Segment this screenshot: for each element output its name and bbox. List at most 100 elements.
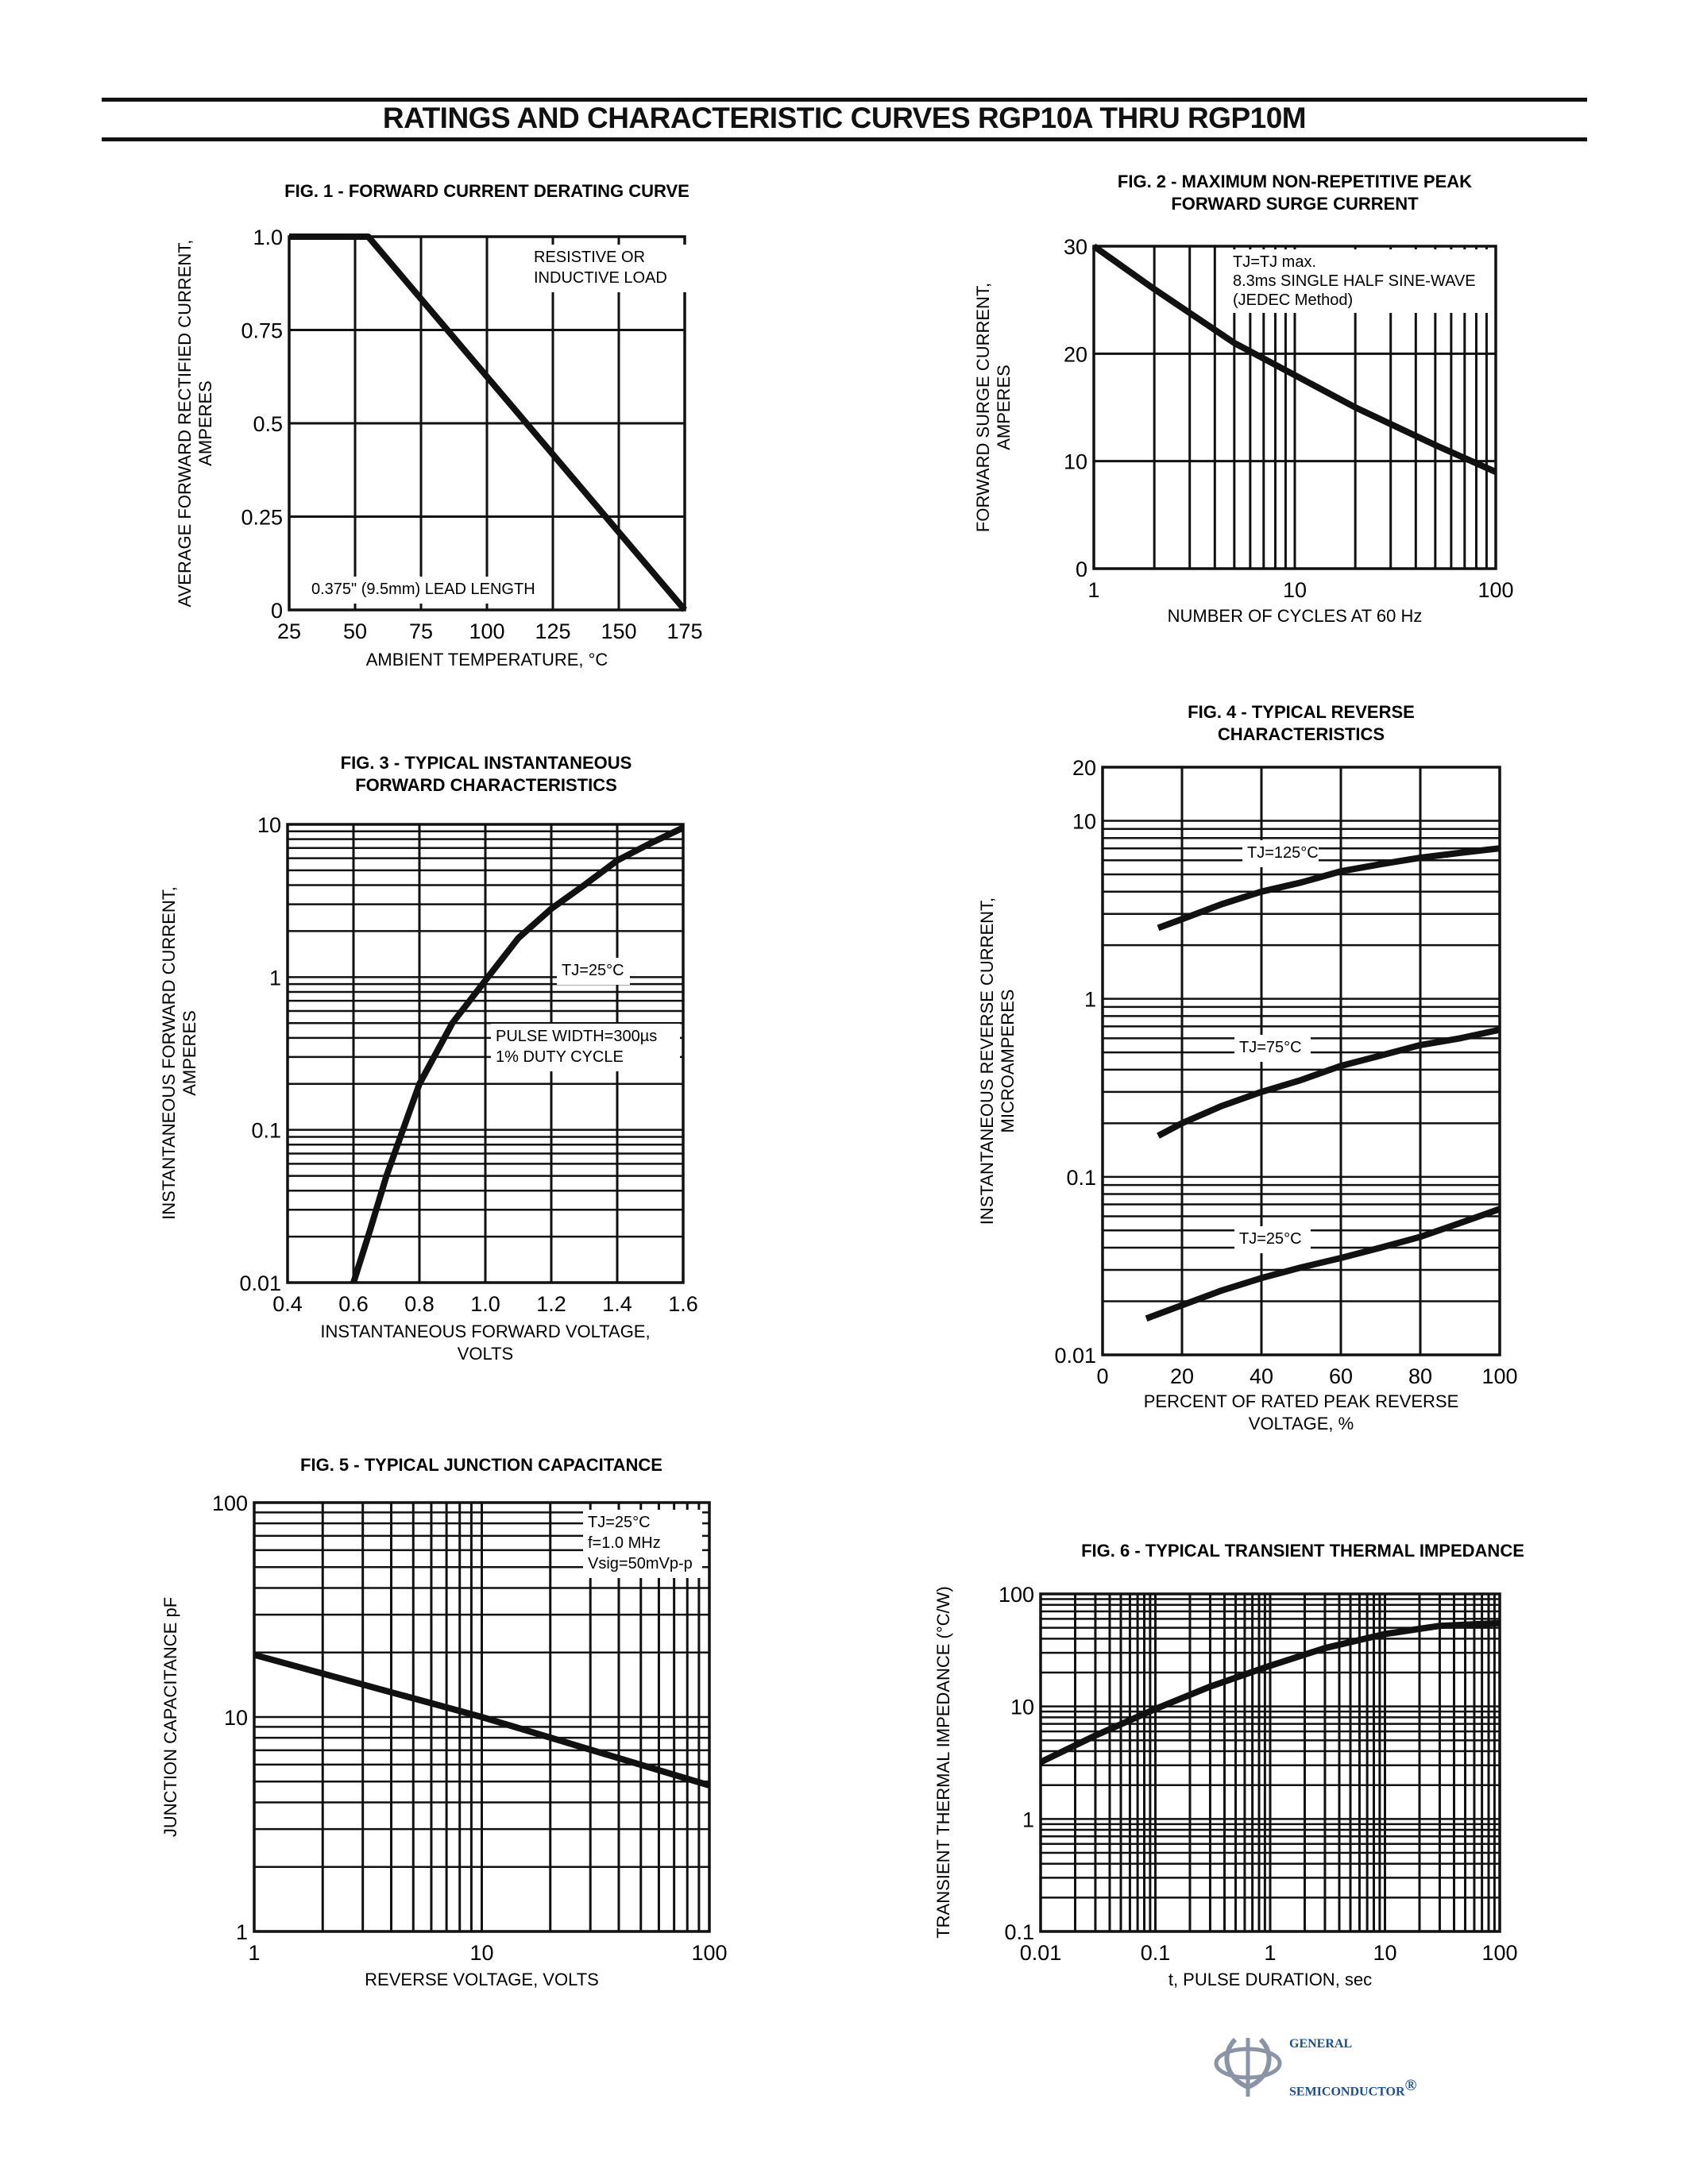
- top-rule-lower: [102, 137, 1587, 141]
- fig5-series-line: [253, 1651, 711, 1788]
- fig2-annotation: TJ=TJ max.8.3ms SINGLE HALF SINE-WAVE(JE…: [1228, 249, 1490, 313]
- registered-mark: ®: [1404, 2077, 1417, 2094]
- fig1-ytick-label: 0.75: [241, 319, 283, 343]
- fig6-frame: [1039, 1592, 1501, 1933]
- fig1-grid: [288, 235, 686, 612]
- fig4-xtick-label: 20: [1170, 1364, 1194, 1388]
- fig4-series-line-1: [1157, 1026, 1501, 1139]
- fig2-xtick-label: 1: [1087, 578, 1099, 602]
- fig4-ytick-label: 0.1: [1066, 1166, 1096, 1190]
- fig1-ytick-label: 0.25: [241, 506, 283, 530]
- fig6-series-line: [1039, 1619, 1501, 1765]
- fig1-ylabel: AVERAGE FORWARD RECTIFIED CURRENT,: [175, 240, 195, 608]
- fig1-ylabel: AMPERES: [195, 380, 215, 466]
- fig1-xtick-label: 75: [409, 619, 433, 643]
- fig4-curve-2-annotation-text: TJ=25°C: [1239, 1230, 1302, 1248]
- fig4-chart: 0 20 40 60 80 100 0.01 0.1 1 10 20 FIG. 4 - TYPICAL…: [977, 702, 1518, 1433]
- fig3-ytick-label: 10: [257, 813, 281, 837]
- fig5-annotation-text: f=1.0 MHz: [588, 1534, 661, 1552]
- fig5-annotation-bg: [583, 1510, 702, 1578]
- fig2-title: FORWARD SURGE CURRENT: [1171, 194, 1419, 214]
- fig2-xtick-label: 10: [1283, 578, 1307, 602]
- fig4-ytick-label: 1: [1084, 988, 1096, 1012]
- fig5-ylabel: JUNCTION CAPACITANCE pF: [160, 1597, 180, 1837]
- fig2-annotation-text: TJ=TJ max.: [1233, 253, 1316, 271]
- fig4-xtick-label: 100: [1481, 1364, 1517, 1388]
- fig3-frame: [286, 823, 685, 1284]
- fig3-tj-annotation-text: TJ=25°C: [562, 962, 624, 979]
- fig3-xlabel: INSTANTANEOUS FORWARD VOLTAGE,: [320, 1322, 650, 1341]
- fig3-pw-annotation-text: PULSE WIDTH=300µs: [496, 1028, 657, 1045]
- fig3-xtick-label: 0.8: [404, 1292, 435, 1316]
- fig1-series-line: [289, 233, 688, 612]
- fig6-xtick-label: 0.01: [1020, 1941, 1062, 1965]
- fig4-xtick-label: 0: [1096, 1364, 1108, 1388]
- logo-line-2-text: SEMICONDUCTOR: [1289, 2085, 1405, 2099]
- fig1-lead-annotation: 0.375" (9.5mm) LEAD LENGTH: [307, 577, 545, 604]
- fig2-ytick-label: 0: [1076, 558, 1087, 581]
- fig3-xtick-label: 0.6: [338, 1292, 369, 1316]
- fig4-xtick-label: 60: [1329, 1364, 1353, 1388]
- fig1-xtick-label: 50: [343, 619, 367, 643]
- fig1-chart: 25 50 75 100 125 150 175 0 0.25 0.5 0.75 1.0 FIG. 1 …: [175, 181, 703, 669]
- fig3-title: FIG. 3 - TYPICAL INSTANTANEOUS: [341, 753, 632, 773]
- fig1-load-annotation-bg: [529, 245, 688, 292]
- fig3-ytick-label: 0.01: [239, 1271, 281, 1295]
- fig1-xtick-label: 125: [535, 619, 570, 643]
- logo-icon: [1214, 2037, 1282, 2097]
- fig3-xlabel: VOLTS: [458, 1344, 514, 1364]
- page-title: RATINGS AND CHARACTERISTIC CURVES RGP10A…: [382, 102, 1307, 134]
- fig3-ytick-label: 0.1: [251, 1119, 281, 1143]
- fig5-xlabel: REVERSE VOLTAGE, VOLTS: [365, 1970, 599, 1989]
- fig4-curve-1-annotation-text: TJ=75°C: [1239, 1039, 1302, 1056]
- fig1-load-annotation-text: INDUCTIVE LOAD: [534, 269, 667, 287]
- fig4-ylabel: INSTANTANEOUS REVERSE CURRENT,: [977, 897, 997, 1225]
- fig4-curve-1-annotation: TJ=75°C: [1234, 1035, 1311, 1062]
- fig1-load-annotation-text: RESISTIVE OR: [534, 249, 645, 266]
- fig3-title: FORWARD CHARACTERISTICS: [355, 775, 617, 795]
- fig5-annotation-text: TJ=25°C: [588, 1514, 651, 1531]
- fig4-curve-0-annotation-bg: [1242, 840, 1319, 867]
- fig4-title: CHARACTERISTICS: [1218, 724, 1385, 744]
- fig1-lead-annotation-bg: [307, 577, 545, 604]
- fig6-xtick-label: 1: [1264, 1941, 1276, 1965]
- fig1-xtick-label: 150: [601, 619, 636, 643]
- fig2-ytick-label: 30: [1064, 235, 1087, 259]
- fig1-title: FIG. 1 - FORWARD CURRENT DERATING CURVE: [284, 181, 689, 201]
- fig4-ytick-label: 10: [1072, 809, 1096, 833]
- fig1-ytick-label: 0: [271, 599, 283, 623]
- fig3-pw-annotation-text: 1% DUTY CYCLE: [496, 1048, 624, 1066]
- fig3-xtick-label: 1.6: [668, 1292, 698, 1316]
- logo-line-2: SEMICONDUCTOR®: [1289, 2065, 1416, 2113]
- fig2-xtick-label: 100: [1477, 578, 1513, 602]
- fig4-series-line-0: [1157, 845, 1501, 932]
- fig1-ytick-label: 1.0: [253, 226, 283, 249]
- fig1-lead-annotation-text: 0.375" (9.5mm) LEAD LENGTH: [311, 581, 535, 598]
- fig4-curve-2-annotation: TJ=25°C: [1234, 1226, 1311, 1253]
- fig4-ylabel: MICROAMPERES: [998, 990, 1018, 1133]
- fig3-series-line: [350, 824, 685, 1284]
- fig3-xtick-label: 1.4: [602, 1292, 632, 1316]
- fig6-xtick-label: 0.1: [1141, 1941, 1171, 1965]
- fig5-ytick-label: 10: [224, 1706, 248, 1730]
- fig1-xtick-label: 175: [666, 619, 702, 643]
- fig5-xtick-label: 1: [248, 1941, 260, 1965]
- fig2-xlabel: NUMBER OF CYCLES AT 60 Hz: [1168, 606, 1423, 626]
- fig3-chart: 0.4 0.6 0.8 1.0 1.2 1.4 1.6 0.01 0.1 1 10 FIG. 3 - …: [159, 753, 698, 1364]
- fig3-xtick-label: 0.4: [272, 1292, 303, 1316]
- fig2-annotation-text: 8.3ms SINGLE HALF SINE-WAVE: [1233, 272, 1476, 290]
- fig4-xlabel: VOLTAGE, %: [1249, 1414, 1354, 1433]
- fig5-ytick-label: 100: [212, 1491, 248, 1515]
- fig4-ytick-label: 20: [1072, 756, 1096, 780]
- fig4-curve-0-annotation: TJ=125°C: [1242, 840, 1319, 867]
- fig6-grid: [1039, 1594, 1500, 1933]
- fig2-annotation-text: (JEDEC Method): [1233, 291, 1353, 309]
- fig6-xtick-label: 10: [1373, 1941, 1396, 1965]
- fig1-ytick-label: 0.5: [253, 412, 283, 436]
- fig4-curve-0-annotation-text: TJ=125°C: [1247, 844, 1319, 862]
- fig5-ytick-label: 1: [236, 1920, 248, 1944]
- fig6-ytick-label: 10: [1010, 1696, 1034, 1719]
- fig2-ytick-label: 10: [1064, 450, 1087, 474]
- fig5-xtick-label: 100: [691, 1941, 727, 1965]
